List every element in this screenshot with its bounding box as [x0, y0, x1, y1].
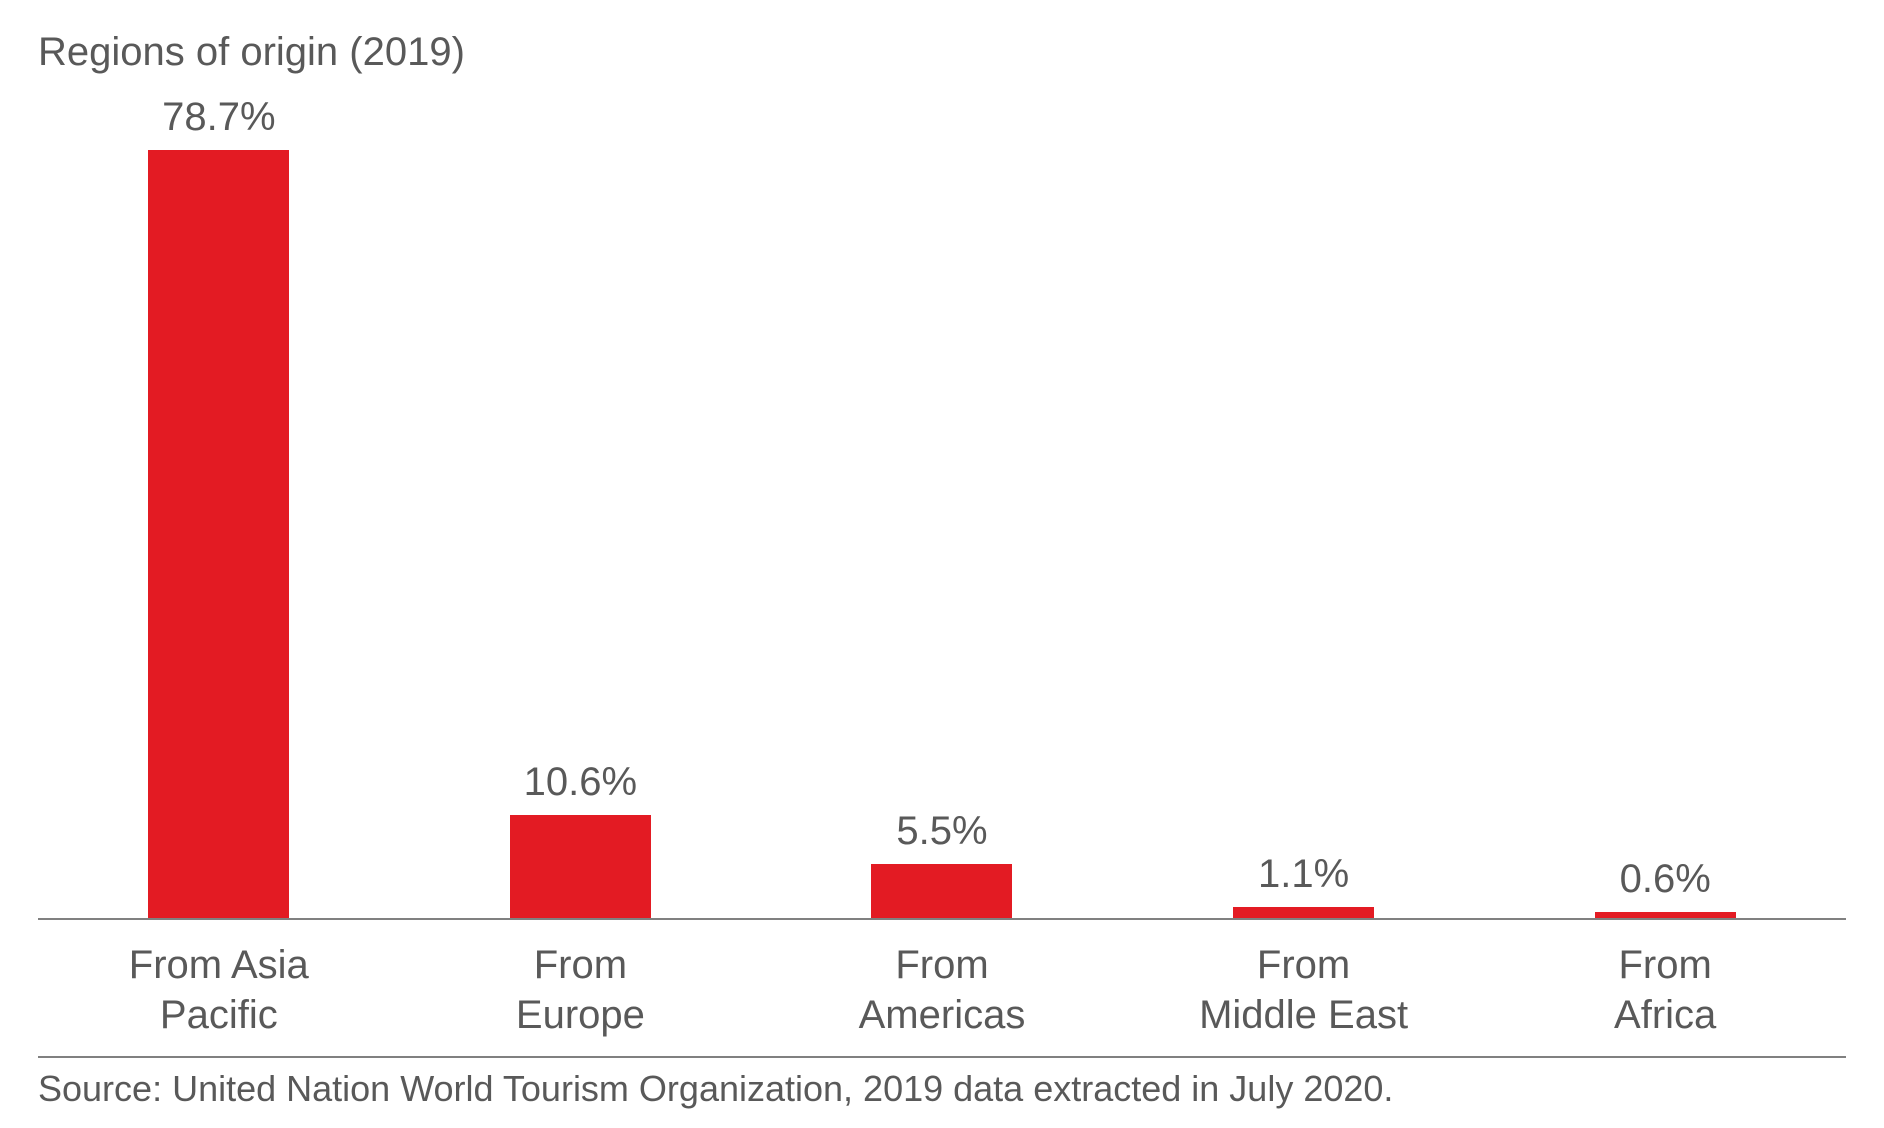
bar-value-label: 78.7%	[162, 95, 275, 140]
bar-value-label: 0.6%	[1620, 857, 1711, 902]
bar	[1595, 912, 1736, 918]
x-axis-label-line2: Europe	[400, 990, 762, 1040]
x-axis-label: FromMiddle East	[1123, 940, 1485, 1040]
plot-area: 78.7% 10.6% 5.5% 1.1% 0.6%	[38, 150, 1846, 920]
bar	[871, 864, 1012, 918]
x-axis-label-line2: Pacific	[38, 990, 400, 1040]
bar	[510, 815, 651, 918]
bars-group: 78.7% 10.6% 5.5% 1.1% 0.6%	[38, 150, 1846, 918]
x-axis-label: FromAmericas	[761, 940, 1123, 1040]
x-axis-label: From AsiaPacific	[38, 940, 400, 1040]
x-axis-labels: From AsiaPacificFromEuropeFromAmericasFr…	[38, 940, 1846, 1040]
source-divider	[38, 1056, 1846, 1058]
x-axis-label-line1: From	[400, 940, 762, 990]
bar-value-label: 10.6%	[524, 760, 637, 805]
source-text: Source: United Nation World Tourism Orga…	[38, 1068, 1846, 1110]
x-axis-label-line1: From	[1123, 940, 1485, 990]
x-axis-label-line2: Americas	[761, 990, 1123, 1040]
x-axis-label-line2: Africa	[1484, 990, 1846, 1040]
bar-slot: 1.1%	[1123, 150, 1485, 918]
chart-container: Regions of origin (2019) 78.7% 10.6% 5.5% 1…	[0, 0, 1884, 1128]
bar-slot: 10.6%	[400, 150, 762, 918]
bar-slot: 0.6%	[1484, 150, 1846, 918]
bar-slot: 5.5%	[761, 150, 1123, 918]
bar-value-label: 5.5%	[896, 809, 987, 854]
x-axis-label: FromAfrica	[1484, 940, 1846, 1040]
bar-value-label: 1.1%	[1258, 852, 1349, 897]
x-axis-label-line2: Middle East	[1123, 990, 1485, 1040]
bar	[148, 150, 289, 918]
x-axis-label-line1: From	[1484, 940, 1846, 990]
bar	[1233, 907, 1374, 918]
chart-title: Regions of origin (2019)	[38, 30, 465, 75]
x-axis-label-line1: From	[761, 940, 1123, 990]
x-axis-label: FromEurope	[400, 940, 762, 1040]
x-axis-label-line1: From Asia	[38, 940, 400, 990]
bar-slot: 78.7%	[38, 150, 400, 918]
